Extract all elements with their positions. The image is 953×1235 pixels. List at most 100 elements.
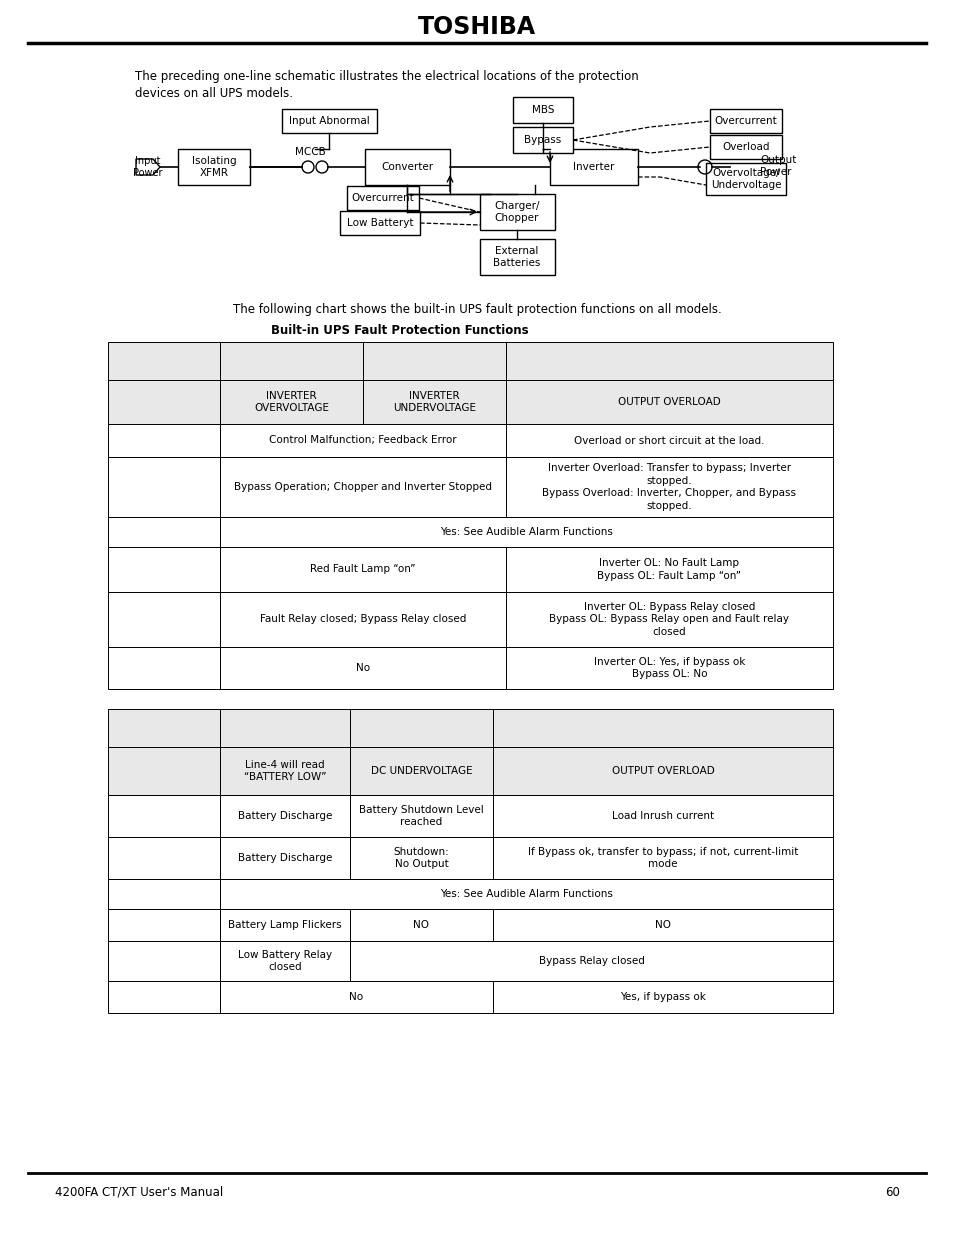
Text: INVERTER
OVERVOLTAGE: INVERTER OVERVOLTAGE (253, 390, 329, 414)
Bar (339, 211, 419, 235)
Text: Bypass: Bypass (524, 135, 561, 144)
Bar (479, 194, 555, 230)
Bar (709, 135, 781, 159)
Bar (108, 909, 220, 941)
Bar (493, 879, 832, 909)
Bar (220, 424, 363, 457)
Bar (550, 149, 638, 185)
Bar (505, 424, 832, 457)
Bar (350, 909, 493, 941)
Bar (220, 592, 505, 647)
Bar (363, 547, 505, 592)
Bar (505, 517, 832, 547)
Bar (108, 837, 220, 879)
Text: Load Inrush current: Load Inrush current (611, 811, 713, 821)
Bar (363, 342, 505, 380)
Bar (108, 647, 220, 689)
Bar (705, 163, 785, 195)
Text: Inverter: Inverter (573, 162, 614, 172)
Text: External
Batteries: External Batteries (493, 246, 540, 268)
Text: Inverter Overload: Transfer to bypass; Inverter
stopped.
Bypass Overload: Invert: Inverter Overload: Transfer to bypass; I… (542, 463, 796, 510)
Text: MBS: MBS (531, 105, 554, 115)
Text: Inverter OL: Bypass Relay closed
Bypass OL: Bypass Relay open and Fault relay
cl: Inverter OL: Bypass Relay closed Bypass … (549, 603, 789, 637)
Bar (350, 747, 493, 795)
Bar (220, 981, 493, 1013)
Text: OUTPUT OVERLOAD: OUTPUT OVERLOAD (618, 396, 720, 408)
Bar (363, 517, 505, 547)
Text: The preceding one-line schematic illustrates the electrical locations of the pro: The preceding one-line schematic illustr… (135, 70, 639, 100)
Text: Charger/
Chopper: Charger/ Chopper (494, 201, 539, 224)
Text: Bypass Relay closed: Bypass Relay closed (538, 956, 644, 966)
Text: Battery Shutdown Level
reached: Battery Shutdown Level reached (358, 805, 483, 827)
Bar (505, 380, 832, 424)
Text: Inverter OL: Yes, if bypass ok
Bypass OL: No: Inverter OL: Yes, if bypass ok Bypass OL… (593, 657, 744, 679)
Text: Overvoltage/
Undervoltage: Overvoltage/ Undervoltage (710, 168, 781, 190)
Bar (220, 342, 363, 380)
Text: Low Batteryt: Low Batteryt (346, 219, 413, 228)
Text: Overcurrent: Overcurrent (714, 116, 777, 126)
Text: Line-4 will read
“BATTERY LOW”: Line-4 will read “BATTERY LOW” (244, 760, 326, 782)
Bar (108, 879, 220, 909)
Bar (363, 592, 505, 647)
Bar (220, 647, 505, 689)
Bar (220, 380, 363, 424)
Text: Isolating
XFMR: Isolating XFMR (192, 156, 236, 178)
Bar (493, 747, 832, 795)
Text: Overcurrent: Overcurrent (352, 193, 414, 203)
Bar (350, 837, 493, 879)
Bar (493, 709, 832, 747)
Bar (108, 380, 220, 424)
Bar (505, 592, 832, 647)
Bar (493, 941, 832, 981)
Bar (220, 747, 350, 795)
Text: Converter: Converter (380, 162, 433, 172)
Text: Yes, if bypass ok: Yes, if bypass ok (619, 992, 705, 1002)
Text: INVERTER
UNDERVOLTAGE: INVERTER UNDERVOLTAGE (393, 390, 476, 414)
Bar (108, 941, 220, 981)
Text: Bypass Operation; Chopper and Inverter Stopped: Bypass Operation; Chopper and Inverter S… (233, 482, 492, 492)
Bar (220, 457, 505, 517)
Bar (513, 98, 573, 124)
Text: Output
Power: Output Power (760, 154, 796, 177)
Bar (493, 981, 832, 1013)
Text: DC UNDERVOLTAGE: DC UNDERVOLTAGE (371, 766, 472, 776)
Text: Input
Power: Input Power (133, 156, 163, 178)
Text: Yes: See Audible Alarm Functions: Yes: See Audible Alarm Functions (439, 527, 612, 537)
Bar (220, 424, 505, 457)
Text: Control Malfunction; Feedback Error: Control Malfunction; Feedback Error (269, 436, 456, 446)
Bar (493, 837, 832, 879)
Bar (220, 909, 350, 941)
Bar (505, 457, 832, 517)
Text: TOSHIBA: TOSHIBA (417, 15, 536, 40)
Bar (108, 981, 220, 1013)
Bar (220, 647, 363, 689)
Bar (220, 837, 350, 879)
Bar (363, 380, 505, 424)
Bar (220, 879, 832, 909)
Bar (350, 941, 832, 981)
Text: Battery Discharge: Battery Discharge (237, 853, 332, 863)
Bar (220, 457, 363, 517)
Bar (350, 709, 493, 747)
Bar (108, 424, 220, 457)
Bar (363, 424, 505, 457)
Bar (108, 747, 220, 795)
Text: No: No (355, 663, 370, 673)
Text: Battery Lamp Flickers: Battery Lamp Flickers (228, 920, 341, 930)
Bar (709, 109, 781, 133)
Text: NO: NO (413, 920, 429, 930)
Bar (505, 342, 832, 380)
Bar (363, 457, 505, 517)
Text: OUTPUT OVERLOAD: OUTPUT OVERLOAD (611, 766, 714, 776)
Bar (108, 592, 220, 647)
Text: If Bypass ok, transfer to bypass; if not, current-limit
mode: If Bypass ok, transfer to bypass; if not… (527, 847, 798, 869)
Text: Inverter OL: No Fault Lamp
Bypass OL: Fault Lamp “on”: Inverter OL: No Fault Lamp Bypass OL: Fa… (597, 558, 740, 580)
Bar (220, 592, 363, 647)
Bar (220, 547, 363, 592)
Bar (347, 186, 418, 210)
Bar (350, 981, 493, 1013)
Bar (350, 879, 493, 909)
Text: Overload: Overload (721, 142, 769, 152)
Bar (493, 795, 832, 837)
Text: Red Fault Lamp “on”: Red Fault Lamp “on” (310, 564, 416, 574)
